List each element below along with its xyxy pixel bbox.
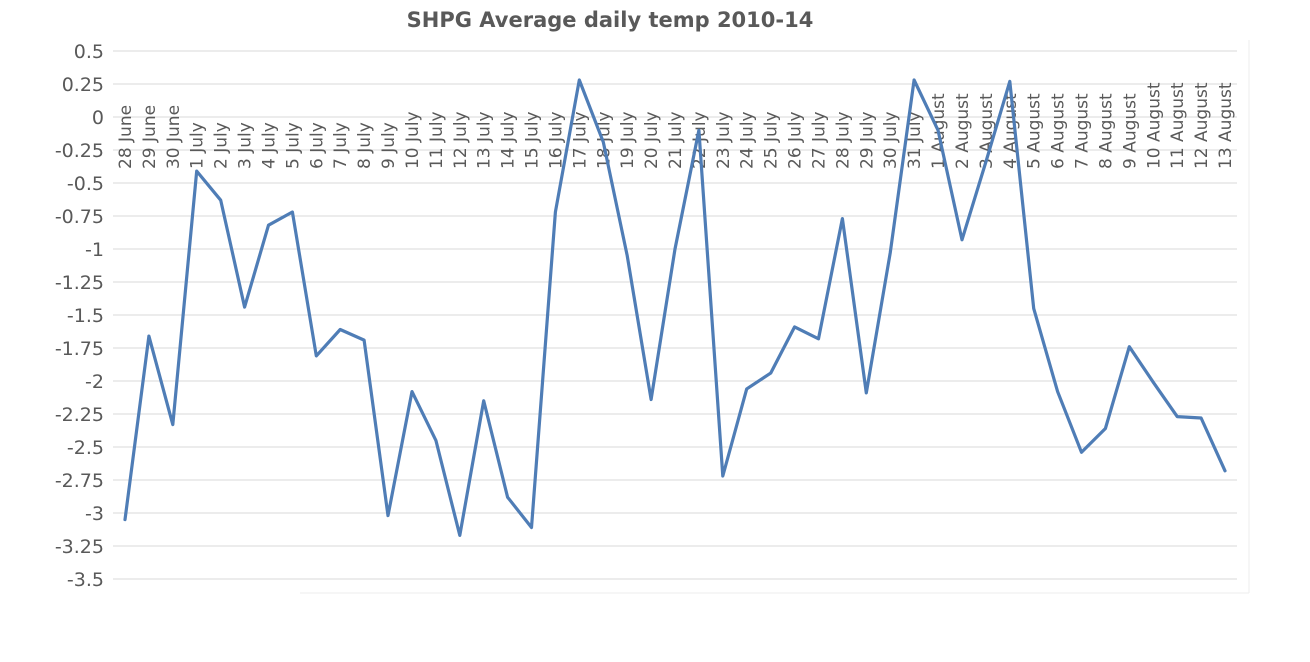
x-tick-label: 9 July [379,122,399,169]
x-tick-label: 17 July [570,111,590,169]
x-tick-label: 15 July [523,111,543,169]
x-axis: 28 June 29 June 30 June 1 July 2 July 3 July 4… [116,82,1236,169]
x-tick-label: 1 July [188,122,208,169]
y-tick-label: -2.5 [67,437,104,459]
x-tick-label: 7 July [331,122,351,169]
x-tick-label: 9 August [1120,93,1140,169]
x-tick-label: 31 July [905,111,925,169]
x-tick-label: 29 July [857,111,877,169]
x-tick-label: 28 July [833,111,853,169]
y-tick-label: -1.75 [55,338,104,360]
y-tick-label: -1.5 [67,305,104,327]
x-tick-label: 6 July [307,122,327,169]
x-tick-label: 28 June [116,105,136,169]
x-tick-label: 25 July [762,111,782,169]
series-layer [123,78,1227,538]
x-tick-label: 24 July [738,111,758,169]
x-tick-label: 7 August [1073,93,1093,169]
y-tick-label: -2.25 [55,404,104,426]
x-tick-label: 8 August [1096,93,1116,169]
x-tick-label: 12 July [451,111,471,169]
y-tick-label: -0.25 [55,140,104,162]
x-tick-label: 11 August [1168,82,1188,169]
x-tick-label: 30 July [881,111,901,169]
y-tick-label: 0.5 [74,41,104,63]
y-tick-label: -1.25 [55,272,104,294]
x-tick-label: 3 July [236,122,256,169]
x-tick-label: 14 July [499,111,519,169]
x-tick-label: 8 July [355,122,375,169]
x-tick-label: 5 August [1025,93,1045,169]
x-tick-label: 20 July [642,111,662,169]
x-tick-label: 2 August [953,93,973,169]
y-tick-label: -2.75 [55,470,104,492]
x-tick-label: 2 July [212,122,232,169]
y-tick-label: 0.25 [62,74,104,96]
y-tick-label: -2 [85,371,104,393]
x-tick-label: 11 July [427,111,447,169]
x-tick-label: 3 August [977,93,997,169]
y-axis: 0.5 0.25 0 -0.25 -0.5 -0.75 -1 -1.25 -1.5 -1.75 -2… [55,41,104,591]
y-tick-label: -3.25 [55,536,104,558]
x-tick-label: 13 July [475,111,495,169]
x-tick-label: 13 August [1216,82,1236,169]
x-tick-label: 10 July [403,111,423,169]
y-tick-label: -0.75 [55,206,104,228]
x-tick-label: 6 August [1049,93,1069,169]
x-tick-label: 16 July [546,111,566,169]
y-tick-label: -3.5 [67,569,104,591]
x-tick-label: 10 August [1144,82,1164,169]
x-tick-label: 27 July [809,111,829,169]
x-tick-label: 23 July [714,111,734,169]
y-tick-label: 0 [92,107,104,129]
y-tick-label: -3 [85,503,104,525]
x-tick-label: 29 June [140,105,160,169]
series-line [123,78,1227,538]
x-tick-label: 5 July [283,122,303,169]
x-tick-label: 30 June [164,105,184,169]
gridlines [113,50,1237,580]
chart-title: SHPG Average daily temp 2010-14 [407,8,814,32]
x-tick-label: 26 July [786,111,806,169]
x-tick-label: 21 July [666,111,686,169]
x-tick-label: 19 July [618,111,638,169]
x-tick-label: 4 July [259,122,279,169]
y-tick-label: -0.5 [67,173,104,195]
x-tick-label: 12 August [1192,82,1212,169]
y-tick-label: -1 [85,239,104,261]
